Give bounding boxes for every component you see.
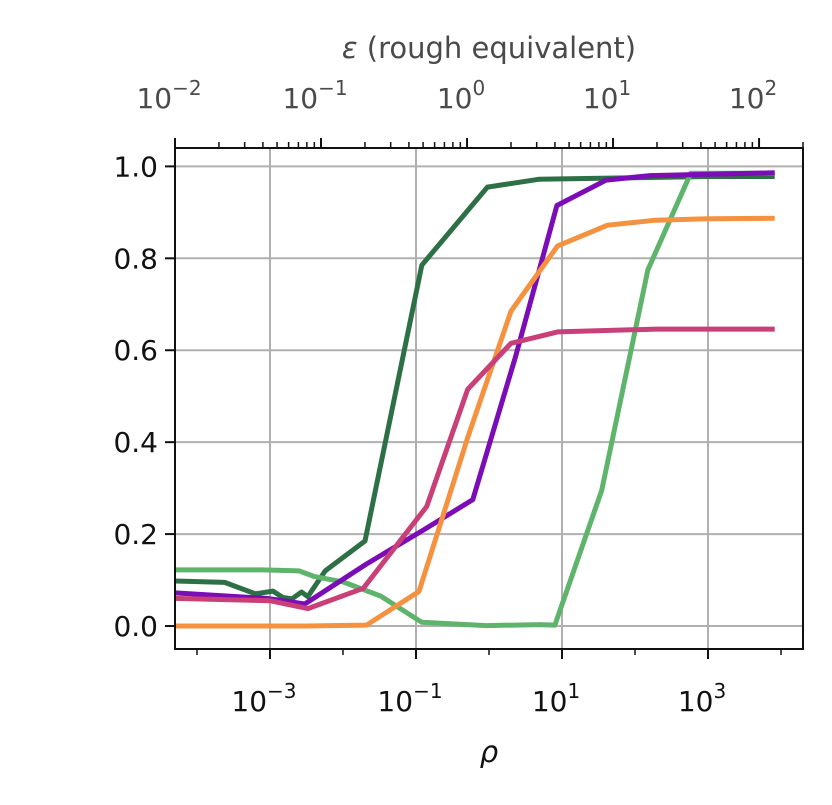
top-tick-label: 101 — [583, 76, 631, 115]
series-line-1 — [174, 174, 775, 602]
y-tick-label: 0.8 — [113, 242, 158, 275]
x-tick-label: 10−3 — [231, 679, 296, 718]
series-layer — [174, 170, 775, 629]
top-tick-label: 100 — [437, 76, 485, 115]
top-tick-label-base: 10 — [136, 82, 172, 115]
x-tick-label-base: 10 — [532, 685, 568, 718]
y-axis: 0.0 0.2 0.4 0.6 0.8 1.0 — [113, 150, 175, 643]
x-tick-label-exponent: −1 — [413, 679, 442, 703]
series-line-3 — [174, 170, 775, 607]
x-tick-label-base: 10 — [377, 685, 413, 718]
top-tick-label-base: 10 — [583, 82, 619, 115]
top-tick-label-exponent: 1 — [618, 76, 631, 100]
x-axis: 10−3 10−1 101 103 — [196, 649, 782, 718]
top-tick-label-exponent: −1 — [318, 76, 347, 100]
y-tick-label: 0.0 — [113, 610, 158, 643]
top-tick-label-base: 10 — [282, 82, 318, 115]
top-tick-label-exponent: −2 — [172, 76, 201, 100]
y-tick-label: 0.6 — [113, 334, 158, 367]
series-line-4 — [175, 215, 775, 629]
x-tick-label: 10−1 — [377, 679, 442, 718]
x-tick-label-exponent: 1 — [567, 679, 580, 703]
secondary-x-axis-text: (rough equivalent) — [358, 31, 637, 65]
y-tick-label: 0.2 — [113, 518, 158, 551]
y-tick-label: 1.0 — [113, 150, 158, 183]
top-tick-label-exponent: 2 — [764, 76, 777, 100]
secondary-x-axis-title: ε (rough equivalent) — [342, 31, 636, 65]
secondary-x-axis-symbol: ε — [342, 31, 358, 65]
top-tick-label-exponent: 0 — [472, 76, 485, 100]
x-tick-label: 101 — [532, 679, 580, 718]
grid-lines — [175, 148, 803, 649]
x-tick-label-base: 10 — [231, 685, 267, 718]
x-axis-title: ρ — [480, 735, 499, 769]
top-tick-label: 10−2 — [136, 76, 201, 115]
top-tick-label-base: 10 — [729, 82, 765, 115]
top-tick-label-base: 10 — [437, 82, 473, 115]
series-line-2 — [175, 170, 775, 629]
secondary-x-axis: 10−2 10−1 100 101 102 — [136, 76, 804, 148]
x-tick-label-exponent: 3 — [713, 679, 726, 703]
y-tick-label: 0.4 — [113, 426, 158, 459]
x-tick-label-base: 10 — [678, 685, 714, 718]
x-tick-label: 103 — [678, 679, 726, 718]
top-tick-label: 102 — [729, 76, 777, 115]
top-tick-label: 10−1 — [282, 76, 347, 115]
series-line-5 — [174, 326, 775, 612]
x-tick-label-exponent: −3 — [267, 679, 296, 703]
